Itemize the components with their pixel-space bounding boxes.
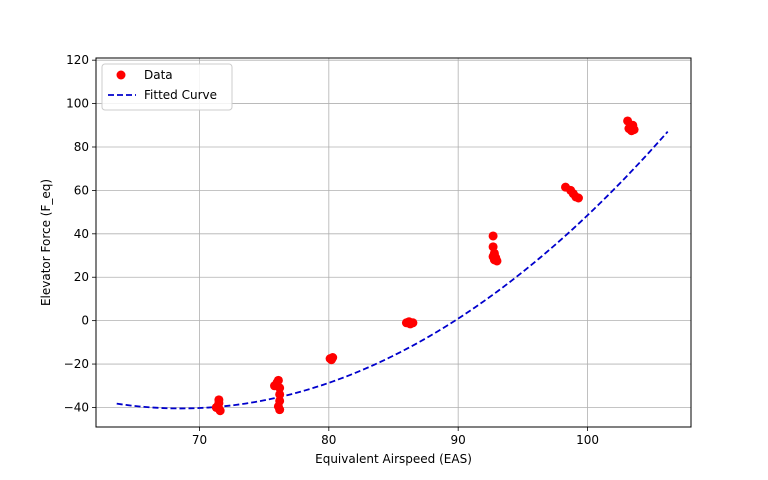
y-tick-label: 60 — [74, 183, 89, 197]
y-tick-label: −20 — [64, 357, 89, 371]
grid-lines — [96, 58, 691, 427]
data-point — [211, 402, 221, 412]
data-point — [275, 389, 285, 399]
y-tick-label: 100 — [66, 97, 89, 111]
x-tick-label: 90 — [451, 433, 466, 447]
plot-frame — [95, 57, 692, 428]
legend-data-label: Data — [144, 68, 173, 82]
y-tick-label: 120 — [66, 53, 89, 67]
y-axis-label: Elevator Force (F_eq) — [39, 179, 53, 306]
x-axis-label: Equivalent Airspeed (EAS) — [315, 452, 472, 466]
y-tick-label: 40 — [74, 227, 89, 241]
fitted-curve — [116, 131, 669, 410]
data-point — [404, 317, 414, 327]
data-point — [573, 193, 583, 203]
fitted-curve-layer — [116, 131, 669, 410]
y-tick-label: 20 — [74, 270, 89, 284]
legend-data-marker — [116, 70, 126, 80]
x-tick-label: 70 — [192, 433, 207, 447]
legend: Data Fitted Curve — [101, 63, 233, 111]
data-point — [488, 231, 498, 241]
y-tick-label: −40 — [64, 400, 89, 414]
legend-fit-label: Fitted Curve — [144, 88, 217, 102]
y-tick-label: 0 — [81, 314, 89, 328]
data-point — [275, 405, 285, 415]
axis-ticks: 70 80 90 100 −40 −20 0 20 40 60 80 100 120 — [64, 53, 599, 447]
legend-box — [101, 63, 233, 111]
data-points-layer — [211, 116, 639, 416]
x-tick-label: 80 — [321, 433, 336, 447]
data-point — [326, 355, 336, 365]
data-point — [275, 383, 285, 393]
data-point — [628, 120, 638, 130]
data-point — [491, 253, 501, 263]
y-tick-label: 80 — [74, 140, 89, 154]
data-point — [273, 375, 283, 385]
x-tick-label: 100 — [576, 433, 599, 447]
